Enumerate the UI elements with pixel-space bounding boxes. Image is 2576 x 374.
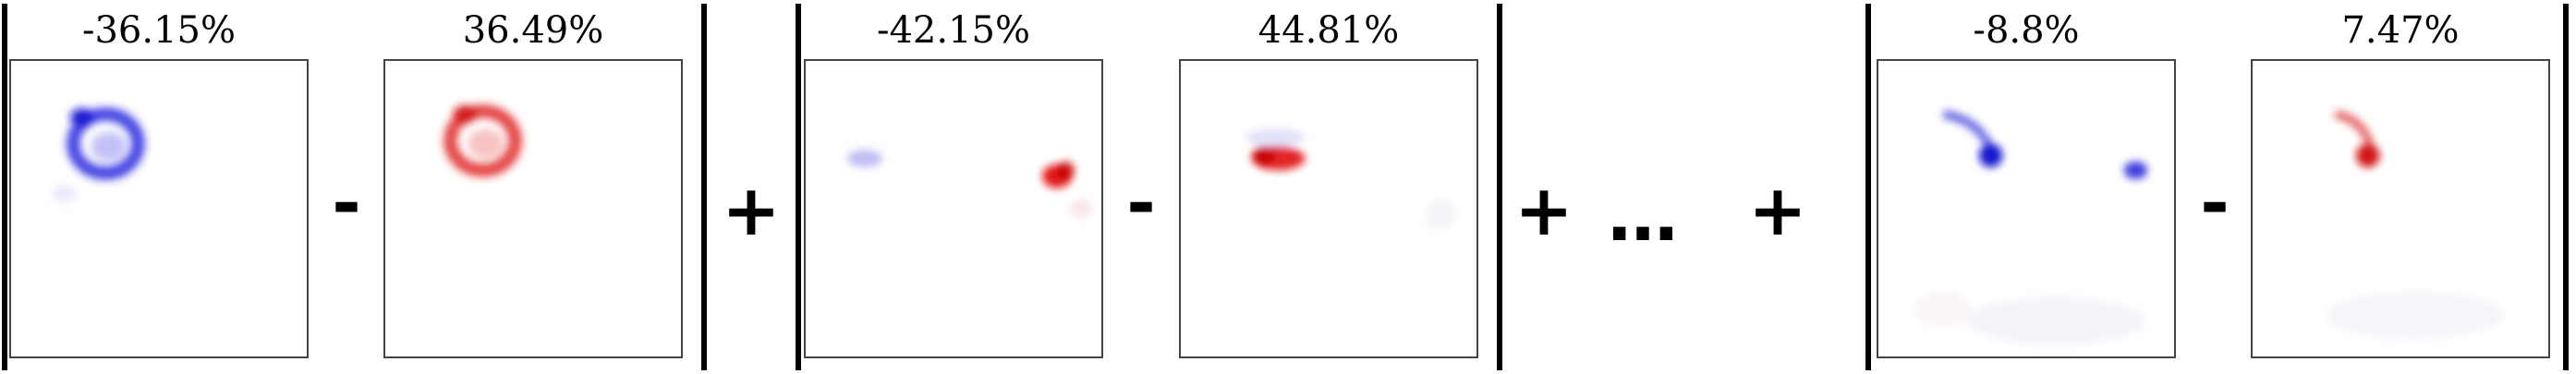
group1-positive-percent: 36.49%: [383, 7, 683, 54]
plus-operator-1: +: [719, 175, 784, 246]
group2-positive-heatmap-svg: [1181, 61, 1476, 356]
group-divider-left-1: [2, 4, 7, 370]
group3-positive-heatmap-svg: [2253, 61, 2548, 356]
group2-positive-percent: 44.81%: [1179, 7, 1478, 54]
minus-operator-1: -: [319, 168, 374, 238]
group2-negative-heatmap: [804, 59, 1103, 358]
minus-operator-3: -: [2187, 168, 2242, 238]
group2-positive-heatmap: [1179, 59, 1478, 358]
plus-operator-3: +: [1745, 175, 1810, 246]
group3-negative-heatmap: [1877, 59, 2176, 358]
group2-negative-heatmap-svg: [806, 61, 1101, 356]
group3-negative-percent: -8.8%: [1877, 7, 2176, 54]
group3-positive-heatmap: [2251, 59, 2550, 358]
group-divider-left-3: [1865, 4, 1871, 370]
group-divider-right-1: [701, 4, 707, 370]
group1-positive-heatmap-svg: [385, 61, 681, 356]
group1-negative-heatmap: [9, 59, 309, 358]
plus-operator-2: +: [1512, 175, 1576, 246]
group-divider-right-2: [1497, 4, 1502, 370]
group2-negative-percent: -42.15%: [804, 7, 1103, 54]
ellipsis-operator: …: [1593, 181, 1695, 251]
group1-negative-percent: -36.15%: [9, 7, 309, 54]
group-divider-right-3: [2563, 4, 2569, 370]
group3-positive-percent: 7.47%: [2251, 7, 2550, 54]
group3-negative-heatmap-svg: [1878, 61, 2174, 356]
group1-negative-heatmap-svg: [11, 61, 307, 356]
group-divider-left-2: [796, 4, 801, 370]
minus-operator-2: -: [1113, 168, 1169, 238]
group1-positive-heatmap: [383, 59, 683, 358]
